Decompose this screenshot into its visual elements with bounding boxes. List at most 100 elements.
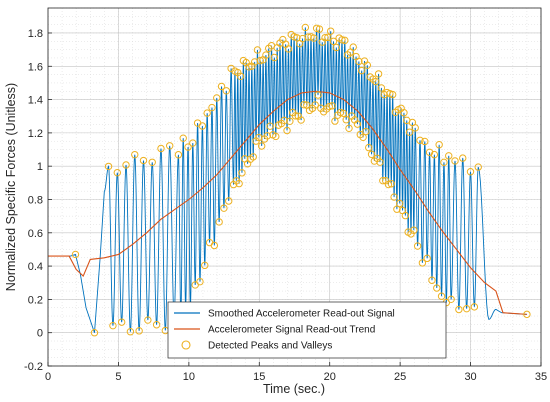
peak-valley-marker [327, 27, 335, 35]
peak-valley-marker [225, 197, 233, 205]
peak-valley-marker [131, 150, 139, 159]
y-tick-label: 0.4 [28, 261, 43, 273]
peak-valley-marker [213, 94, 221, 102]
peak-valley-marker [349, 43, 357, 51]
peak-valley-marker [126, 328, 135, 336]
peak-valley-marker [459, 154, 467, 162]
peak-valley-marker [220, 204, 228, 212]
peak-valley-marker [440, 158, 448, 167]
legend-label: Accelerometer Signal Read-out Trend [208, 325, 375, 336]
y-tick-label: 1 [37, 161, 43, 173]
peak-valley-marker [329, 37, 338, 46]
peak-valley-marker [410, 226, 418, 234]
peak-valley-marker [238, 169, 246, 177]
peak-valley-marker [523, 310, 531, 319]
peak-valley-marker [293, 34, 301, 42]
peak-valley-marker [217, 82, 226, 91]
plot-frame [47, 7, 542, 367]
x-axis-title: Time (sec.) [263, 382, 325, 396]
peak-valley-marker [210, 241, 219, 250]
peak-valley-marker [113, 168, 122, 177]
y-tick-label: 1.6 [28, 61, 43, 73]
peak-valley-marker [189, 139, 197, 147]
peak-valley-marker [324, 33, 332, 42]
peak-valley-marker [314, 91, 322, 99]
peak-valley-marker [466, 168, 475, 176]
peak-valley-marker [257, 142, 266, 150]
peak-valley-marker [362, 127, 370, 136]
peak-valley-marker [71, 250, 80, 259]
legend-box [167, 301, 447, 359]
peak-valley-marker [384, 180, 393, 189]
peak-valley-marker [418, 259, 427, 267]
peak-valley-marker [284, 45, 293, 53]
peak-valley-marker [222, 87, 231, 95]
peak-valley-marker [359, 133, 367, 142]
peak-valley-marker [413, 242, 422, 250]
peak-valley-marker [393, 205, 401, 213]
peak-valley-marker [310, 34, 318, 42]
series-trend-line [48, 90, 527, 315]
peak-valley-marker [416, 136, 424, 145]
peak-valley-marker [236, 72, 245, 80]
peak-valley-marker [272, 132, 280, 141]
peak-valley-marker [401, 211, 410, 220]
peak-valley-marker [435, 141, 443, 149]
peak-valley-marker [387, 180, 395, 188]
peak-valley-marker [342, 116, 350, 124]
y-tick-label: 0.8 [28, 194, 43, 206]
peak-valley-marker [135, 327, 143, 335]
peak-valley-marker [341, 36, 349, 45]
peak-valley-marker [201, 261, 209, 270]
peak-valley-marker [250, 58, 259, 66]
peak-valley-marker [117, 318, 126, 326]
legend-marker-peaks [181, 340, 191, 350]
y-tick-label: 0 [37, 328, 43, 340]
peak-valley-marker [196, 277, 204, 286]
y-axis-title: Normalized Specific Forces (Unitless) [4, 83, 18, 291]
x-tick-label: 35 [535, 371, 547, 383]
peak-valley-marker [179, 134, 187, 142]
peak-valley-marker [437, 292, 446, 300]
peak-valley-marker [425, 148, 434, 157]
series-layer [48, 23, 531, 337]
peak-valley-marker [297, 116, 305, 124]
peak-valley-marker [411, 124, 419, 132]
peak-valley-marker [390, 193, 398, 201]
peak-valley-marker [270, 53, 279, 62]
peak-valley-marker [208, 103, 216, 112]
peak-valley-marker [470, 303, 479, 311]
x-tick-label: 15 [253, 371, 265, 383]
peak-valley-marker [396, 199, 404, 208]
peak-valley-marker [311, 101, 319, 109]
peak-valley-marker [315, 25, 324, 33]
y-tick-label: 1.8 [28, 28, 43, 40]
peak-valley-marker [338, 36, 346, 44]
peak-valley-marker [139, 156, 148, 165]
y-tick-label: 1.4 [28, 95, 43, 107]
peak-valley-marker [291, 112, 300, 120]
peak-valley-marker [345, 124, 353, 132]
peak-valley-marker [365, 143, 373, 152]
x-tick-label: 10 [183, 371, 195, 383]
peak-valley-marker [447, 295, 455, 303]
peak-valley-marker [462, 304, 471, 313]
peak-valley-marker [328, 102, 336, 110]
peak-valley-marker [423, 254, 431, 263]
peak-valley-marker [332, 43, 341, 52]
y-tick-label: -0.2 [24, 361, 43, 373]
y-tick-label: 0.6 [28, 228, 43, 240]
peak-valley-marker [376, 158, 384, 166]
peak-valley-marker [388, 90, 397, 99]
tick-layer: 0 5 10 15 20 25 30 35-0.200.20.40.60.811.21.41.… [24, 28, 547, 383]
y-tick-label: 0.2 [28, 294, 43, 306]
peak-valley-marker [263, 132, 272, 140]
peak-valley-marker [198, 122, 207, 130]
peak-valley-marker [353, 120, 362, 128]
peak-valley-marker [355, 57, 363, 66]
peak-valley-marker [304, 33, 312, 41]
legend-label: Detected Peaks and Valleys [208, 341, 332, 352]
peak-valley-marker [184, 143, 192, 151]
x-tick-label: 30 [464, 371, 476, 383]
